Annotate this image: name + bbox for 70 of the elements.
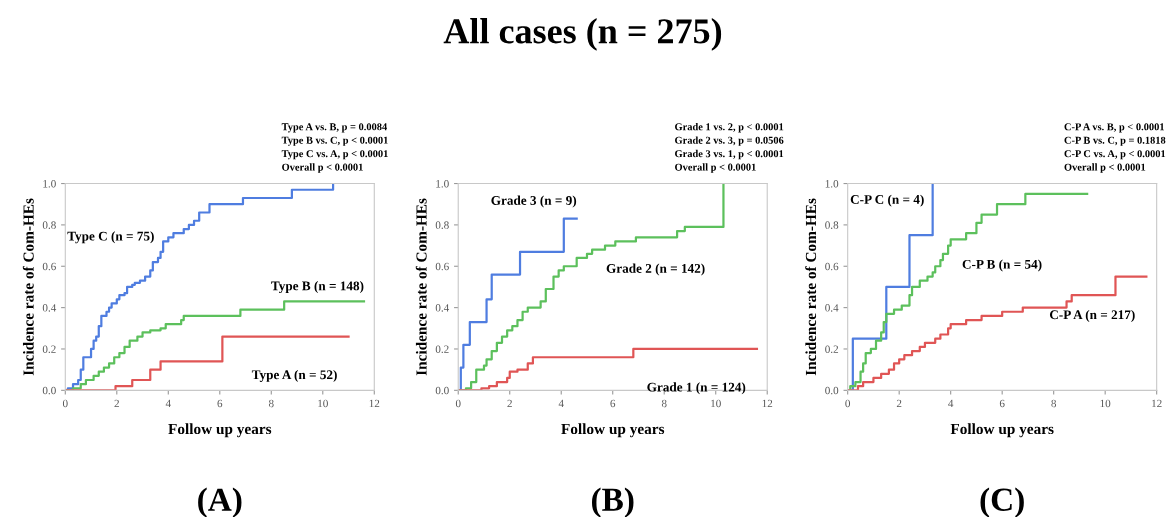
x-tick-label: 6	[610, 399, 616, 408]
x-tick-label: 10	[318, 399, 328, 408]
text: Type A (n = 52)	[251, 369, 337, 382]
y-tick-label: 0.6	[42, 262, 56, 271]
y-axis-title: Incidence rate of Com-HEs	[22, 198, 34, 376]
text: Type C vs. A, p < 0.0001	[281, 150, 388, 160]
text: (A)	[198, 487, 242, 517]
y-tick-label: 0.0	[825, 386, 839, 395]
y-tick-label: 0.4	[435, 304, 450, 312]
x-tick-label: 10	[711, 399, 721, 408]
series-label: Type B (n = 148)	[271, 281, 364, 294]
text: Overall p < 0.0001	[282, 163, 363, 173]
x-tick-label: 6	[217, 399, 223, 408]
y-tick-label: 1.0	[825, 180, 839, 188]
y-tick-label: 0.6	[825, 262, 839, 271]
text: Overall p < 0.0001	[1064, 163, 1146, 173]
text: Type B vs. C, p < 0.0001	[281, 136, 388, 146]
x-tick-label: 2	[507, 399, 512, 408]
x-tick-label: 4	[948, 399, 954, 408]
text: C-P A vs. B, p < 0.0001	[1064, 123, 1165, 133]
x-tick-label: 0	[62, 399, 68, 408]
series-label: Type C (n = 75)	[67, 231, 154, 244]
y-tick-label: 0.4	[42, 304, 57, 312]
y-tick-label: 0.6	[435, 262, 449, 271]
y-tick-label: 0.4	[825, 304, 839, 312]
y-tick-label: 0.0	[435, 386, 449, 395]
series-label: Grade 3 (n = 9)	[491, 195, 577, 208]
x-tick-label: 2	[896, 399, 902, 408]
y-tick-label: 0.0	[42, 386, 56, 395]
x-tick-label: 4	[165, 399, 171, 408]
text: (B)	[591, 487, 634, 517]
text: C-P C vs. A, p < 0.0001	[1064, 150, 1166, 160]
text: Grade 1 vs. 2, p < 0.0001	[675, 122, 784, 133]
text: Overall p < 0.0001	[675, 163, 756, 173]
text: Grade 3 vs. 1, p < 0.0001	[675, 149, 784, 160]
x-axis-title: Follow up years	[950, 423, 1054, 438]
y-tick-label: 0.8	[825, 221, 839, 229]
y-tick-label: 0.8	[435, 221, 449, 229]
chart-title: All cases (n = 275)	[443, 18, 722, 51]
y-axis-title: Incidence rate of Com-HEs	[415, 198, 427, 376]
series-label: C-P B (n = 54)	[962, 259, 1042, 272]
x-tick-label: 12	[369, 399, 380, 408]
text: C-P B vs. C, p = 0.1818	[1064, 136, 1166, 146]
text: (C)	[980, 487, 1024, 517]
x-tick-label: 4	[558, 399, 564, 408]
x-tick-label: 10	[1100, 399, 1111, 408]
x-tick-label: 0	[455, 399, 461, 408]
x-axis-title: Follow up years	[168, 423, 272, 438]
x-tick-label: 12	[1152, 399, 1162, 408]
x-tick-label: 6	[999, 399, 1005, 408]
series-label: C-P C (n = 4)	[850, 194, 924, 207]
y-tick-label: 0.8	[42, 221, 56, 229]
x-tick-label: 2	[114, 399, 119, 408]
y-tick-label: 0.2	[42, 345, 56, 353]
x-tick-label: 12	[762, 399, 773, 408]
series-label: Grade 2 (n = 142)	[606, 263, 705, 276]
x-tick-label: 8	[1051, 399, 1057, 408]
text: Grade 1 (n = 124)	[647, 382, 746, 395]
y-tick-label: 0.2	[825, 345, 839, 353]
text: Grade 2 vs. 3, p = 0.0506	[675, 136, 784, 146]
y-tick-label: 0.2	[435, 345, 449, 353]
text: Type A vs. B, p = 0.0084	[281, 123, 387, 133]
x-tick-label: 8	[268, 399, 274, 408]
y-tick-label: 1.0	[436, 180, 449, 188]
series-label: C-P A (n = 217)	[1049, 309, 1135, 322]
x-tick-label: 0	[845, 399, 851, 408]
x-tick-label: 8	[661, 399, 667, 408]
y-tick-label: 1.0	[43, 180, 56, 188]
y-axis-title: Incidence rate of Com-HEs	[805, 198, 817, 376]
x-axis-title: Follow up years	[561, 423, 665, 438]
